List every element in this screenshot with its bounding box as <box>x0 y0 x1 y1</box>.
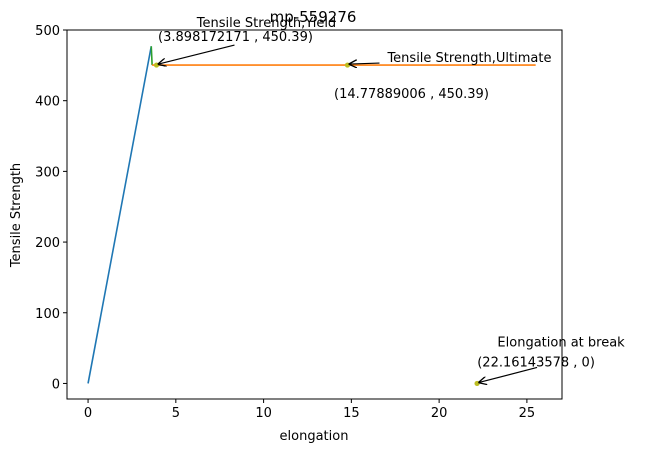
x-tick-label: 20 <box>431 406 448 421</box>
annotations: Tensile Strength,Yield(3.898172171 , 450… <box>158 16 625 382</box>
x-tick-label: 0 <box>84 406 92 421</box>
y-axis: 0 100 200 300 400 500 <box>35 24 67 392</box>
x-tick-label: 15 <box>343 406 360 421</box>
break-annotation-coords: (22.16143578 , 0) <box>477 355 595 370</box>
yield-point-marker <box>153 62 160 68</box>
plot-frame <box>66 29 563 400</box>
ultimate-annotation-coords: (14.77889006 , 450.39) <box>334 87 489 102</box>
yield-annotation-coords: (3.898172171 , 450.39) <box>158 30 313 45</box>
y-tick-label: 400 <box>35 95 60 110</box>
yield-annotation-title: Tensile Strength,Yield <box>196 16 336 31</box>
y-tick-label: 0 <box>52 377 60 392</box>
x-axis-label: elongation <box>280 429 349 444</box>
y-tick-label: 300 <box>35 165 60 180</box>
x-tick-label: 25 <box>519 406 536 421</box>
x-tick-label: 10 <box>255 406 272 421</box>
yield-arrow <box>158 44 235 64</box>
x-axis: 0 5 10 15 20 25 <box>84 399 535 421</box>
y-tick-label: 200 <box>35 236 60 251</box>
y-axis-label: Tensile Strength <box>9 163 24 268</box>
break-point-marker <box>474 380 480 387</box>
ultimate-annotation-title: Tensile Strength,Ultimate <box>386 51 551 66</box>
ultimate-arrow <box>349 63 380 64</box>
ultimate-point-marker <box>344 62 351 68</box>
chart-title: mp-559276 <box>270 8 357 26</box>
break-arrow <box>479 366 538 382</box>
x-tick-label: 5 <box>172 406 180 421</box>
break-annotation-title: Elongation at break <box>497 335 625 350</box>
series-line-1 <box>150 46 153 66</box>
series-line-0 <box>87 46 153 384</box>
y-tick-label: 100 <box>35 307 60 322</box>
y-tick-label: 500 <box>35 24 60 39</box>
